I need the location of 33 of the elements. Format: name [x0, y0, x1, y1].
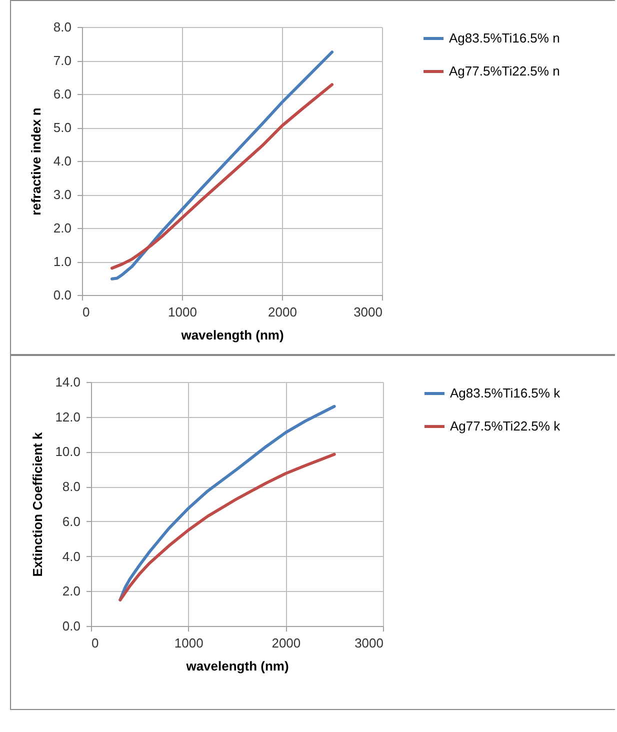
legend-label: Ag77.5%Ti22.5% n: [449, 64, 560, 78]
y-tick-label: 14.0: [55, 374, 80, 390]
y-tick-label: 3.0: [53, 187, 72, 202]
x-tick-label: 2000: [272, 636, 301, 650]
x-tick-label: 0: [82, 304, 90, 320]
y-tick-label: 4.0: [53, 154, 72, 168]
y-tick-label: 6.0: [53, 86, 72, 102]
x-axis-title: wavelength (nm): [185, 658, 289, 674]
y-tick-label: 0.0: [53, 288, 72, 302]
y-tick-label: 8.0: [62, 479, 80, 494]
legend-label: Ag83.5%Ti16.5% k: [450, 386, 561, 400]
y-tick-label: 2.0: [53, 220, 72, 236]
y-tick-label: 2.0: [62, 584, 80, 599]
y-tick-label: 12.0: [55, 409, 80, 424]
y-tick-label: 6.0: [62, 514, 80, 529]
y-axis-title: Extinction Coefficient k: [30, 432, 46, 577]
y-tick-label: 1.0: [53, 254, 72, 269]
x-tick-label: 0: [92, 636, 99, 650]
y-tick-label: 5.0: [53, 120, 72, 135]
y-tick-label: 0.0: [62, 618, 80, 634]
y-tick-label: 8.0: [53, 20, 72, 34]
legend-label: Ag77.5%Ti22.5% k: [450, 418, 561, 434]
x-tick-label: 3000: [354, 636, 384, 650]
y-tick-label: 10.0: [55, 444, 80, 460]
x-tick-label: 3000: [354, 304, 382, 320]
x-tick-label: 1000: [174, 636, 204, 650]
x-tick-label: 2000: [268, 304, 297, 320]
x-tick-label: 1000: [168, 304, 197, 320]
y-axis-title: refractive index n: [28, 108, 44, 216]
legend-label: Ag83.5%Ti16.5% n: [449, 30, 560, 46]
y-tick-label: 4.0: [62, 548, 80, 564]
y-tick-label: 7.0: [53, 53, 72, 68]
x-axis-title: wavelength (nm): [180, 328, 284, 342]
